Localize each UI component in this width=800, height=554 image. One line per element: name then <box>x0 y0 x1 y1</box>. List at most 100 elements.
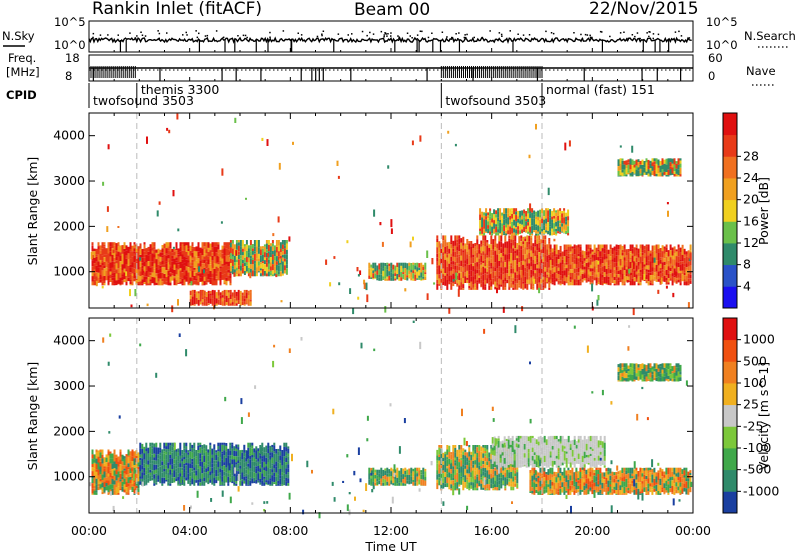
echo-cell-power-3 <box>546 255 549 263</box>
echo-cell-power-5 <box>221 290 224 296</box>
echo-cell-power-4 <box>601 251 604 257</box>
echo-cell-power-4 <box>649 272 652 276</box>
echo-cell-power-7 <box>547 216 550 223</box>
echo-cell-velocity-3 <box>516 478 519 484</box>
echo-cell-power-3 <box>540 269 543 275</box>
echo-cell-power-1 <box>271 251 274 255</box>
echo-cell-velocity-2 <box>382 478 385 483</box>
echo-cell-power-1 <box>237 254 240 260</box>
echo-cell-velocity-1 <box>255 468 258 474</box>
echo-cell-velocity-4 <box>585 457 588 460</box>
echo-cell-velocity-4 <box>537 460 540 465</box>
echo-cell-velocity-1 <box>215 455 218 461</box>
echo-cell-power-4 <box>683 248 686 255</box>
echo-cell-velocity-3 <box>476 462 479 468</box>
echo-cell-power-4 <box>587 251 590 256</box>
echo-cell-power-0 <box>167 246 170 249</box>
echo-cell-velocity-4 <box>597 447 600 450</box>
echo-cell-velocity-1 <box>265 445 268 453</box>
echo-cell-power-3 <box>542 264 545 270</box>
echo-cell-power-0 <box>169 267 172 273</box>
echo-cell-power-6 <box>627 159 630 163</box>
echo-cell-velocity-1 <box>173 453 176 460</box>
echo-cell-velocity-1 <box>175 465 178 469</box>
echo-cell-velocity-3 <box>476 445 479 448</box>
echo-cell-power-0 <box>133 256 136 263</box>
echo-cell-velocity-2 <box>416 467 419 472</box>
echo-cell-velocity-1 <box>143 459 146 464</box>
echo-cell-velocity-4 <box>559 461 562 466</box>
echo-cell-power-4 <box>599 244 602 252</box>
echo-cell-power-1 <box>243 257 246 263</box>
echo-cell-velocity-3 <box>476 467 479 475</box>
echo-cell-velocity-1 <box>241 479 244 482</box>
echo-cell-power-3 <box>520 246 523 250</box>
echo-cell-velocity-3 <box>456 488 459 491</box>
echo-cell-velocity-3 <box>438 480 441 486</box>
echo-cell-power-0 <box>139 266 142 272</box>
echo-cell-power-4 <box>549 249 552 253</box>
echo-cell-velocity-1 <box>195 464 198 471</box>
echo-cell-velocity-4 <box>591 440 594 444</box>
echo-cell-velocity-1 <box>207 455 210 462</box>
echo-cell-velocity-1 <box>155 473 158 476</box>
echo-cell-power-3 <box>534 250 537 256</box>
echo-cell-power-3 <box>524 236 527 239</box>
echo-cell-power-0 <box>125 250 128 253</box>
echo-cell-velocity-1 <box>165 459 168 466</box>
echo-cell-velocity-0 <box>119 452 122 457</box>
echo-cell-power-4 <box>613 269 616 274</box>
echo-cell-power-4 <box>681 248 684 255</box>
echo-cell-power-6 <box>639 164 642 169</box>
echo-cell-power-6 <box>657 159 660 166</box>
echo-cell-power-4 <box>637 248 640 254</box>
echo-cell-power-0 <box>153 244 156 247</box>
echo-cell-power-1 <box>257 253 260 259</box>
echo-cell-velocity-1 <box>261 442 264 448</box>
echo-cell-power-0 <box>181 263 184 266</box>
echo-cell-power-0 <box>141 265 144 269</box>
echo-cell-power-4 <box>579 275 582 279</box>
echo-cell-power-3 <box>460 242 463 249</box>
echo-cell-velocity-1 <box>199 455 202 459</box>
echo-cell-power-0 <box>157 278 160 282</box>
echo-cell-velocity-1 <box>281 475 284 478</box>
echo-cell-power-7 <box>543 219 546 226</box>
echo-cell-power-0 <box>175 260 178 263</box>
echo-cell-velocity-1 <box>205 472 208 479</box>
echo-cell-power-6 <box>623 174 626 177</box>
echo-cell-power-1 <box>251 248 254 252</box>
echo-cell-velocity-4 <box>511 454 514 458</box>
echo-cell-power-4 <box>593 250 596 253</box>
echo-cell-velocity-1 <box>269 459 272 464</box>
echo-cell-velocity-3 <box>448 477 451 481</box>
echo-cell-power-0 <box>139 271 142 276</box>
echo-speck-power <box>390 228 393 234</box>
echo-cell-velocity-4 <box>561 445 564 452</box>
echo-cell-power-4 <box>551 254 554 259</box>
echo-cell-velocity-4 <box>593 435 596 439</box>
echo-cell-power-0 <box>181 250 184 255</box>
echo-cell-power-0 <box>139 243 142 249</box>
echo-cell-power-7 <box>549 215 552 218</box>
echo-cell-velocity-5 <box>549 467 552 474</box>
echo-cell-power-0 <box>211 242 214 248</box>
echo-cell-velocity-5 <box>531 493 534 495</box>
echo-cell-power-3 <box>494 250 497 255</box>
echo-cell-power-0 <box>221 270 224 275</box>
echo-cell-power-0 <box>165 281 168 285</box>
echo-cell-power-1 <box>279 245 282 249</box>
echo-cell-power-3 <box>436 268 439 275</box>
echo-cell-power-4 <box>625 267 628 270</box>
echo-cell-power-7 <box>521 210 524 216</box>
echo-cell-power-3 <box>488 282 491 286</box>
echo-cell-power-4 <box>627 259 630 267</box>
echo-cell-power-3 <box>476 288 479 290</box>
echo-cell-velocity-1 <box>153 457 156 460</box>
echo-cell-velocity-1 <box>213 444 216 450</box>
echo-cell-velocity-1 <box>183 448 186 453</box>
echo-cell-power-1 <box>239 240 242 247</box>
echo-cell-power-3 <box>486 257 489 264</box>
echo-cell-velocity-4 <box>547 453 550 460</box>
echo-cell-power-4 <box>605 274 608 277</box>
